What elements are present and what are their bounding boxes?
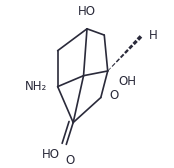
Text: HO: HO xyxy=(41,148,59,160)
Text: O: O xyxy=(109,90,119,102)
Text: NH₂: NH₂ xyxy=(25,80,47,93)
Text: O: O xyxy=(65,154,74,167)
Text: HO: HO xyxy=(78,5,96,18)
Text: OH: OH xyxy=(118,75,136,88)
Text: H: H xyxy=(149,29,158,41)
